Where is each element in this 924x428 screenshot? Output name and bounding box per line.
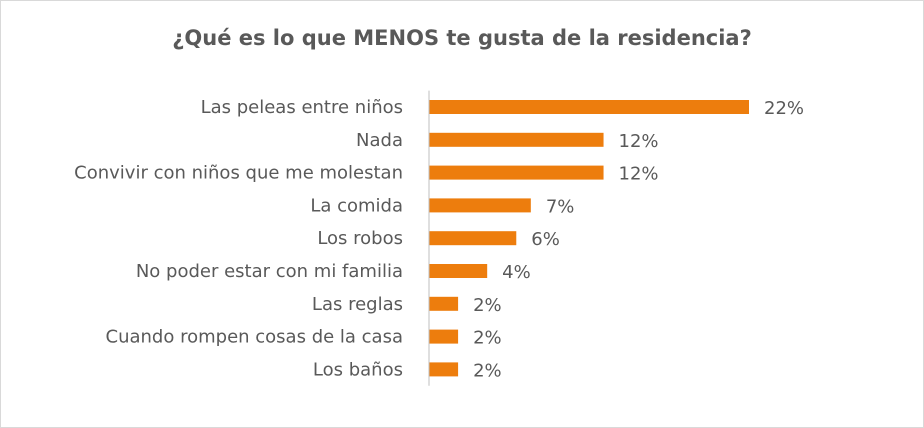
- category-label: Las reglas: [312, 294, 403, 315]
- data-label: 12%: [619, 164, 659, 185]
- category-label: Convivir con niños que me molestan: [74, 163, 403, 184]
- bar: [429, 165, 604, 180]
- bar: [429, 329, 459, 344]
- bar: [429, 296, 459, 311]
- category-label: Nada: [356, 130, 403, 151]
- bar: [429, 132, 604, 147]
- category-label: Los baños: [313, 359, 403, 380]
- category-label: La comida: [310, 195, 403, 216]
- category-label: No poder estar con mi familia: [136, 261, 403, 282]
- chart-title: ¿Qué es lo que MENOS te gusta de la resi…: [172, 26, 752, 50]
- data-label: 12%: [619, 131, 659, 152]
- data-label: 7%: [546, 196, 575, 217]
- data-label: 2%: [473, 328, 502, 349]
- bar: [429, 264, 488, 278]
- data-label: 22%: [764, 98, 804, 119]
- bar: [429, 231, 517, 246]
- data-label: 4%: [502, 262, 531, 283]
- data-label: 2%: [473, 360, 502, 381]
- category-label: Las peleas entre niños: [201, 97, 403, 118]
- data-label: 6%: [531, 229, 560, 250]
- bar: [429, 362, 459, 377]
- bar: [429, 198, 531, 213]
- category-label: Los robos: [317, 228, 403, 249]
- bar: [429, 100, 749, 114]
- data-label: 2%: [473, 295, 502, 316]
- category-label: Cuando rompen cosas de la casa: [106, 327, 403, 348]
